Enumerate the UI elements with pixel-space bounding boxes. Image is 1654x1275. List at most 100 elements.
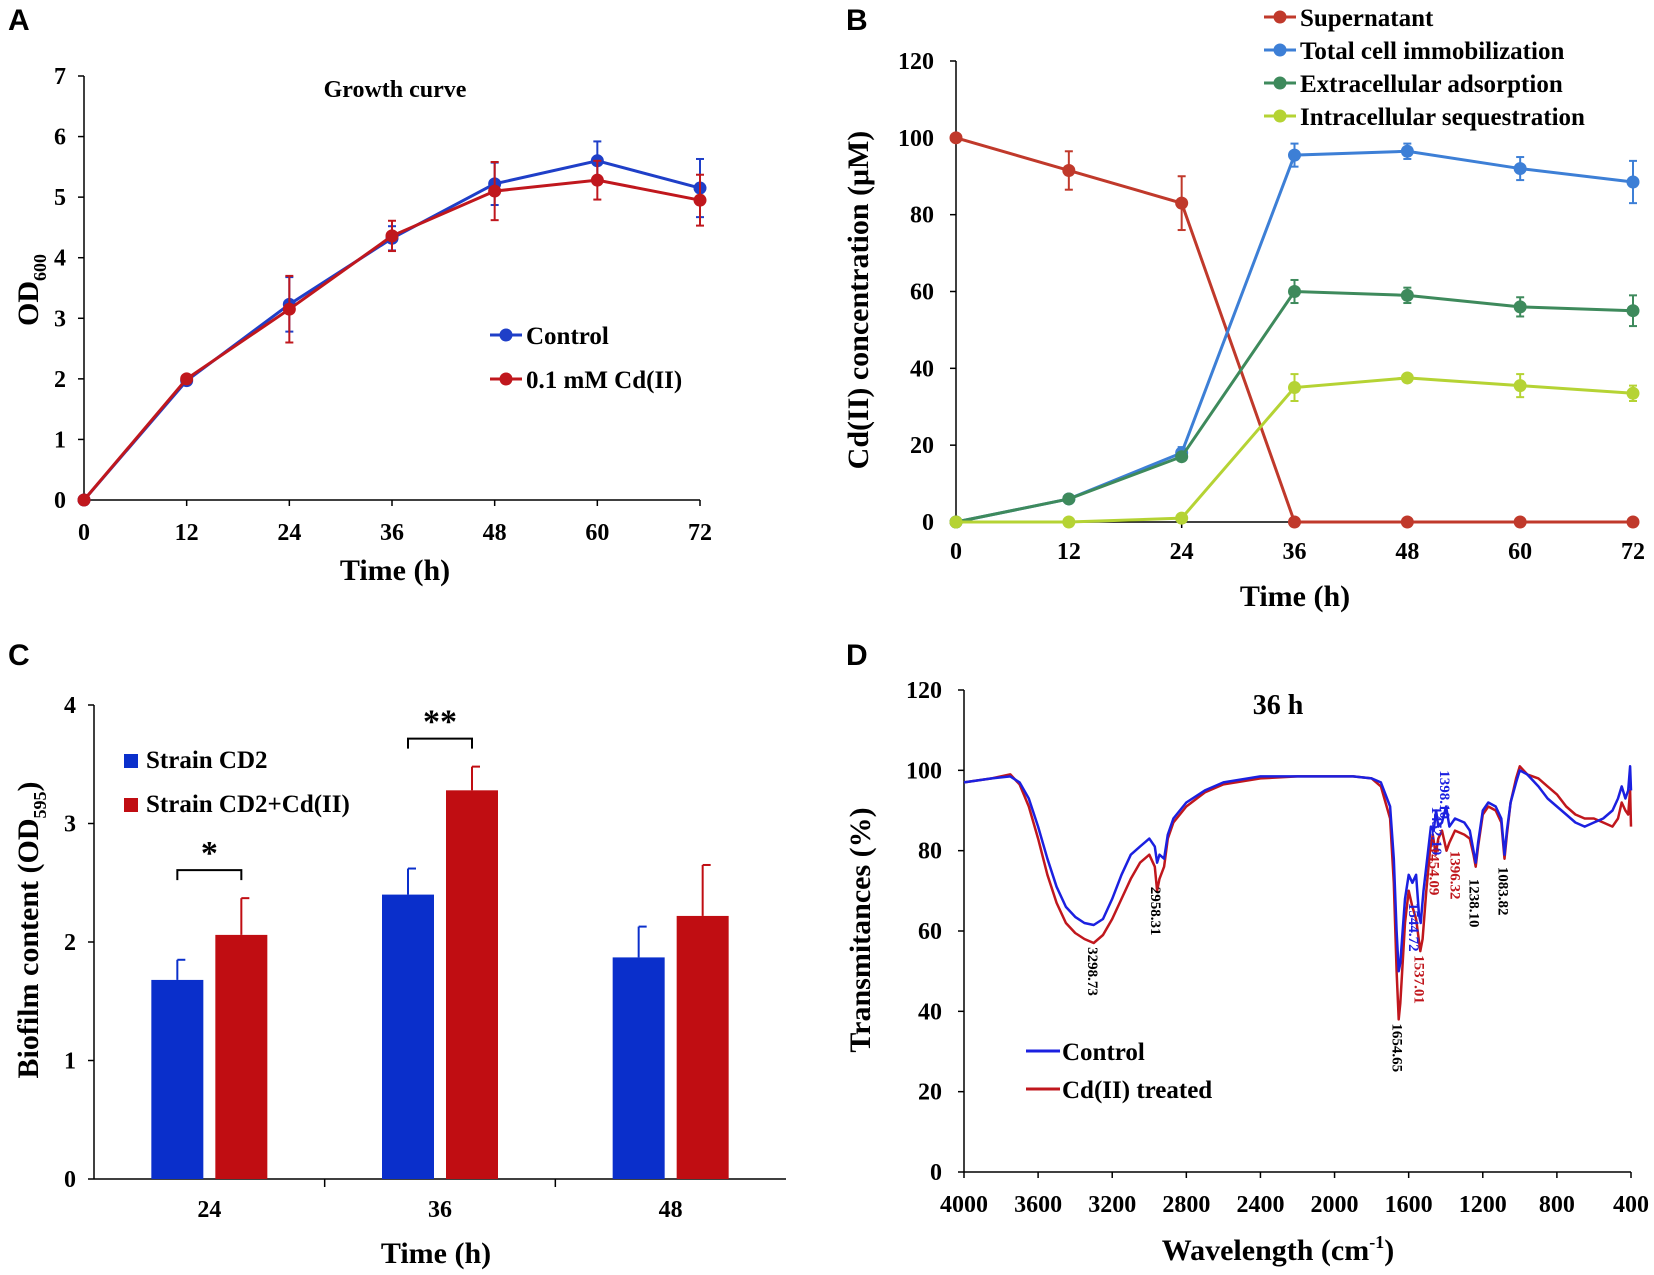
b-legend-label: Intracellular sequestration xyxy=(1300,104,1585,131)
b-series-line-supernatant xyxy=(955,136,1633,524)
c-bar-strain-cd2-cd-ii xyxy=(676,915,729,1179)
b-point-total-cell-immobilization xyxy=(1513,162,1527,176)
a-y-tick-label: 7 xyxy=(54,64,66,90)
c-legend-swatch xyxy=(124,798,138,812)
b-x-tick-label: 48 xyxy=(1395,539,1419,565)
panel-letter-a: A xyxy=(8,4,30,37)
c-significance-bracket xyxy=(407,737,473,749)
d-y-axis-title: Transmitances (%) xyxy=(844,807,877,1052)
d-legend-label: Control xyxy=(1062,1039,1145,1066)
c-significance-label: * xyxy=(201,835,218,872)
b-legend-label: Extracellular adsorption xyxy=(1300,71,1563,98)
b-point-intracellular-sequestration xyxy=(1288,381,1301,395)
a-y-tick-label: 5 xyxy=(54,185,66,211)
d-x-tick-label: 1200 xyxy=(1459,1192,1507,1218)
a-point-0-1-mm-cd-ii xyxy=(180,372,194,386)
d-y-tick-label: 40 xyxy=(918,999,942,1025)
d-x-tick-label: 2000 xyxy=(1311,1192,1359,1218)
d-x-tick-label: 1600 xyxy=(1385,1192,1433,1218)
b-legend-marker xyxy=(1273,43,1287,57)
panel-letter-c: C xyxy=(8,639,30,672)
b-point-extracellular-adsorption xyxy=(1288,285,1301,298)
a-y-tick-label: 0 xyxy=(54,488,66,514)
b-point-supernatant xyxy=(1513,515,1527,529)
a-x-axis-title: Time (h) xyxy=(340,554,450,587)
d-peak-label: 1537.01 xyxy=(1410,955,1426,1004)
c-bar-strain-cd2-cd-ii xyxy=(446,790,498,1179)
c-significance-label: ** xyxy=(423,704,457,741)
d-y-tick-label: 20 xyxy=(918,1080,942,1106)
a-y-tick-label: 1 xyxy=(54,427,66,453)
b-point-intracellular-sequestration xyxy=(949,515,963,529)
c-significance-bracket xyxy=(176,869,243,881)
b-point-extracellular-adsorption xyxy=(1400,288,1414,302)
b-x-tick-label: 72 xyxy=(1621,539,1645,565)
d-x-tick-label: 2400 xyxy=(1236,1192,1284,1218)
c-category-label: 36 xyxy=(428,1197,452,1223)
b-point-supernatant xyxy=(1626,515,1640,529)
b-x-tick-label: 60 xyxy=(1508,539,1532,565)
d-legend-label: Cd(II) treated xyxy=(1062,1077,1212,1104)
b-y-tick-label: 0 xyxy=(922,510,934,536)
a-x-tick-label: 0 xyxy=(78,520,90,546)
c-y-axis-title: Biofilm content (OD595) xyxy=(12,782,50,1079)
b-point-total-cell-immobilization xyxy=(1400,144,1414,158)
panel-letter-b: B xyxy=(846,4,868,37)
a-point-0-1-mm-cd-ii xyxy=(590,173,604,187)
d-y-tick-label: 120 xyxy=(906,678,942,704)
b-y-tick-label: 60 xyxy=(910,280,934,306)
d-y-tick-label: 60 xyxy=(918,919,942,945)
d-peak-label: 1238.10 xyxy=(1466,879,1482,928)
b-point-total-cell-immobilization xyxy=(1288,148,1301,162)
b-x-axis-title: Time (h) xyxy=(1240,580,1350,613)
b-point-supernatant xyxy=(1400,515,1414,529)
b-legend-marker xyxy=(1273,109,1287,123)
a-x-tick-label: 12 xyxy=(175,520,199,546)
c-y-tick-label: 3 xyxy=(64,812,76,838)
a-x-tick-label: 60 xyxy=(585,520,609,546)
a-y-tick-label: 3 xyxy=(54,306,66,332)
b-point-intracellular-sequestration xyxy=(1626,386,1640,400)
d-peak-label: 1398.10 xyxy=(1436,770,1452,819)
a-point-0-1-mm-cd-ii xyxy=(693,193,707,207)
b-y-axis-title: Cd(II) concentration (μM) xyxy=(842,131,875,470)
a-y-tick-label: 4 xyxy=(54,246,66,272)
b-y-tick-label: 80 xyxy=(910,203,934,229)
c-bar-strain-cd2-cd-ii xyxy=(215,934,268,1179)
c-x-axis-title: Time (h) xyxy=(381,1237,491,1270)
b-x-tick-label: 12 xyxy=(1057,539,1081,565)
a-chart-title: Growth curve xyxy=(324,77,467,103)
d-peak-label: 1454.09 xyxy=(1426,847,1442,896)
d-y-tick-label: 100 xyxy=(906,758,942,784)
a-point-0-1-mm-cd-ii xyxy=(282,302,296,316)
b-point-total-cell-immobilization xyxy=(1626,175,1640,189)
d-peak-label: 1544.72 xyxy=(1405,903,1421,952)
d-x-tick-label: 400 xyxy=(1613,1192,1649,1218)
d-peak-label: 2958.31 xyxy=(1147,887,1163,936)
d-peak-label: 1452.10 xyxy=(1428,807,1444,856)
c-y-tick-label: 4 xyxy=(64,693,76,719)
a-point-0-1-mm-cd-ii xyxy=(488,184,502,198)
b-point-supernatant xyxy=(1062,163,1076,177)
b-point-intracellular-sequestration xyxy=(1175,511,1189,525)
d-x-tick-label: 4000 xyxy=(940,1192,988,1218)
d-peak-label: 1083.82 xyxy=(1494,867,1510,916)
b-point-supernatant xyxy=(1175,196,1189,210)
b-point-extracellular-adsorption xyxy=(1062,492,1076,506)
b-point-extracellular-adsorption xyxy=(1513,300,1527,314)
c-legend-label: Strain CD2 xyxy=(146,747,268,774)
d-peak-label: 3298.73 xyxy=(1084,947,1100,996)
b-point-intracellular-sequestration xyxy=(1513,379,1527,393)
a-y-tick-label: 6 xyxy=(54,125,66,151)
c-bar-strain-cd2 xyxy=(151,979,204,1179)
a-x-tick-label: 72 xyxy=(688,520,712,546)
d-x-tick-label: 3600 xyxy=(1014,1192,1062,1218)
d-chart-title: 36 h xyxy=(1253,690,1304,721)
c-bar-strain-cd2 xyxy=(612,957,665,1179)
b-legend-marker xyxy=(1273,10,1287,24)
b-point-supernatant xyxy=(1288,515,1301,529)
b-series-line-extracellular-adsorption xyxy=(955,289,1634,524)
